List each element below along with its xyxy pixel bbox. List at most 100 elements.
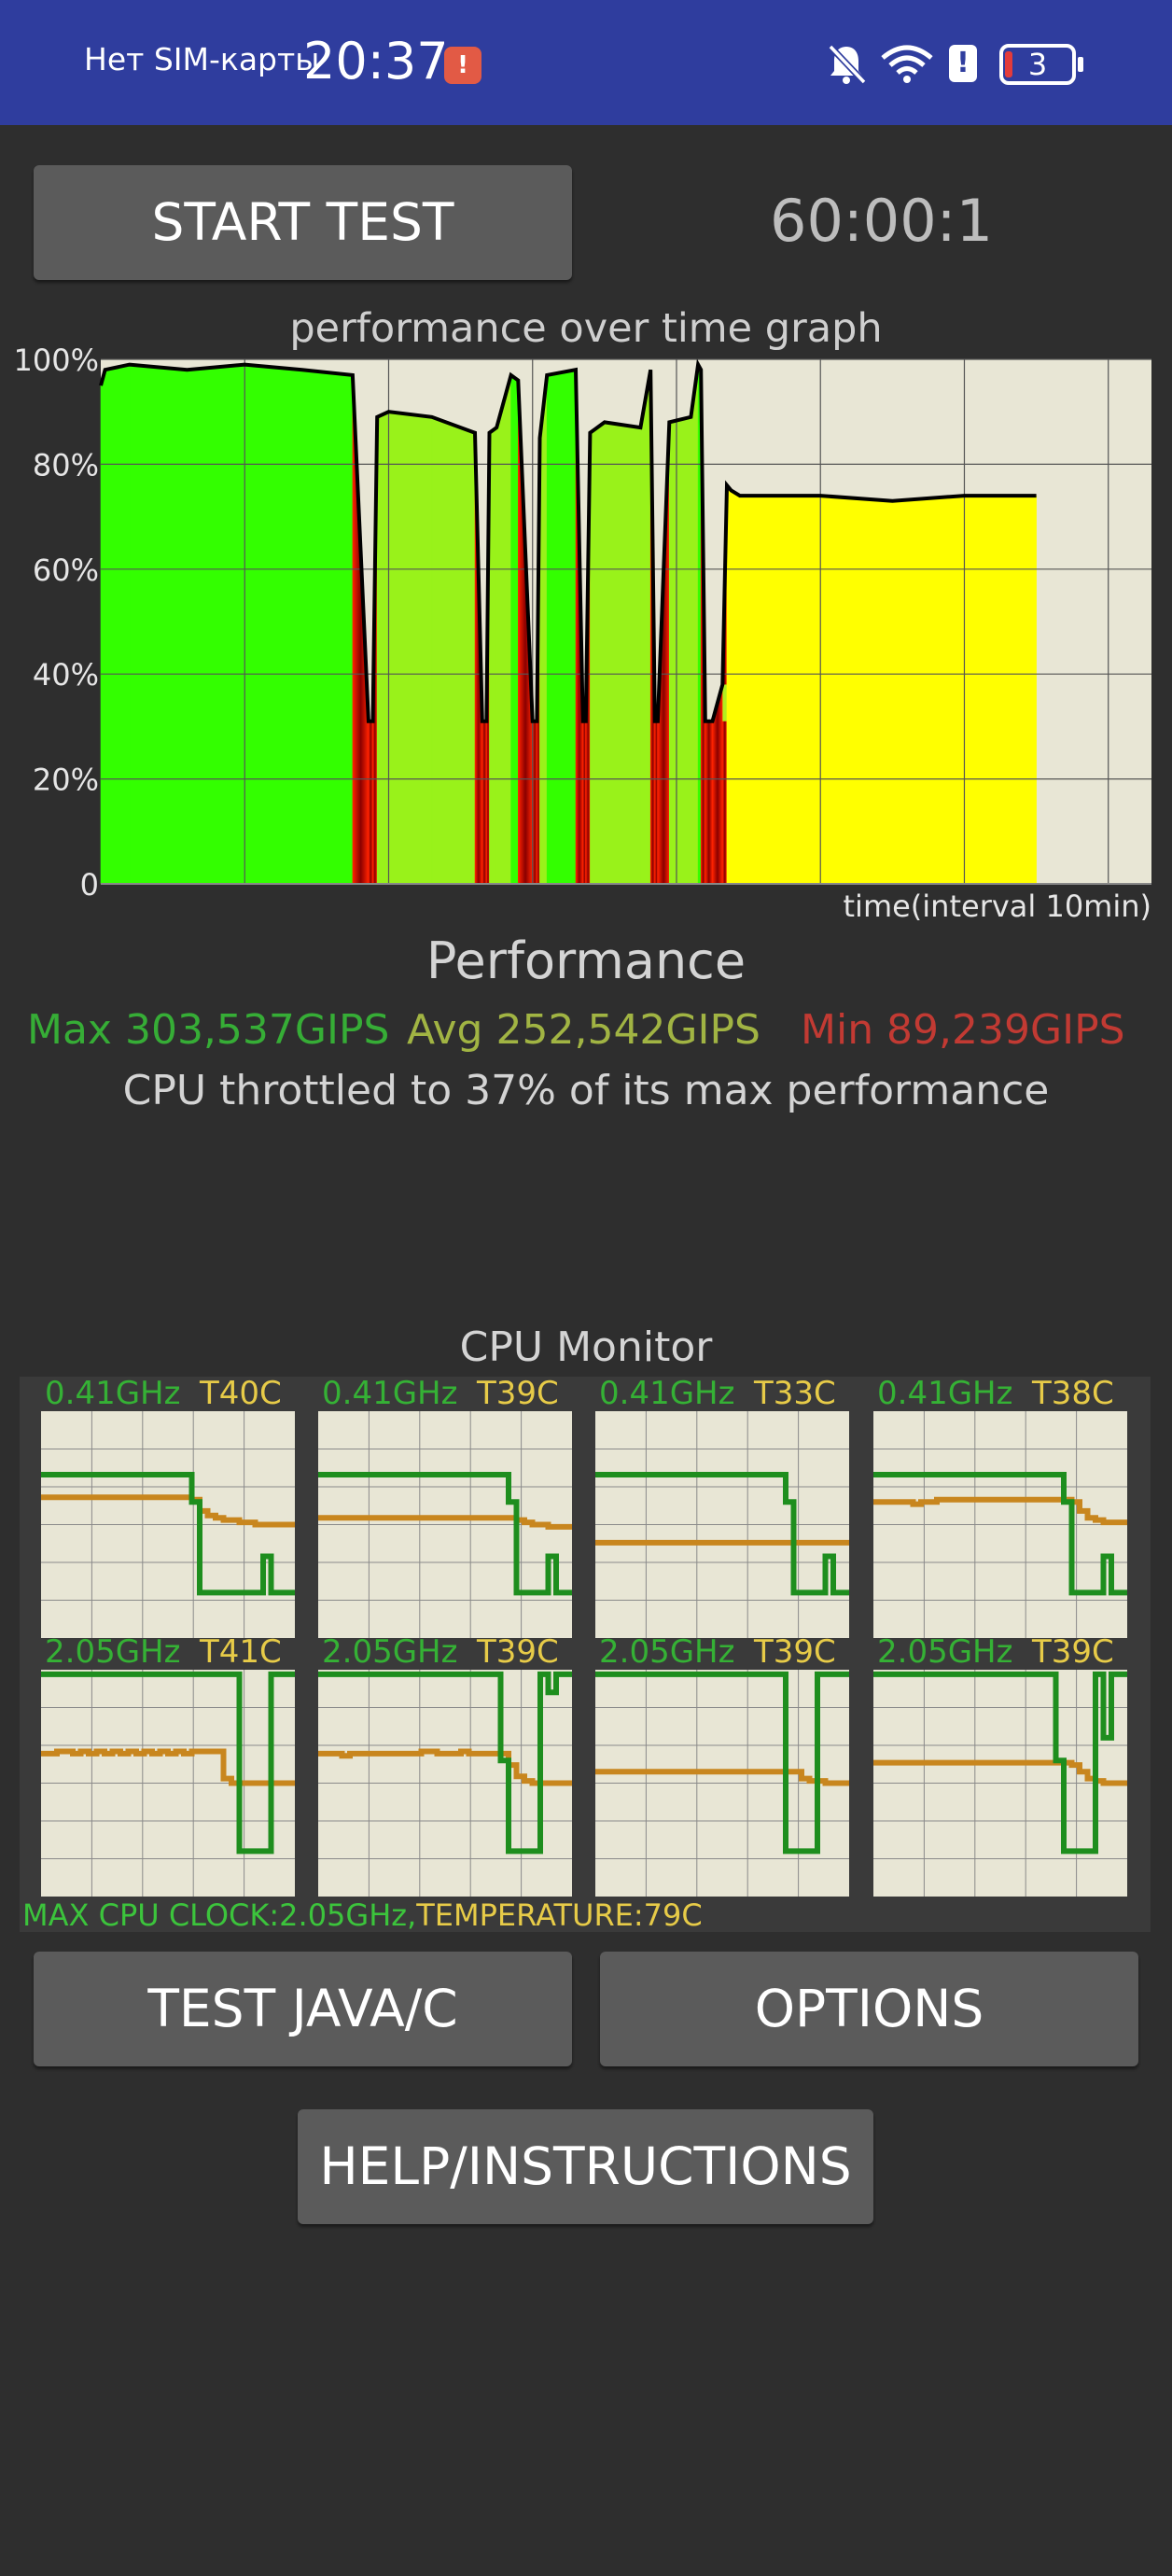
core-frequency: 2.05GHz [877, 1633, 1013, 1671]
status-bar: Нет SIM-карты 20:37 ! ! 3 [0, 0, 1172, 125]
graph-title: performance over time graph [289, 305, 883, 352]
y-tick-label: 100% [14, 345, 99, 378]
area-segment [604, 422, 641, 885]
options-button[interactable]: OPTIONS [600, 1952, 1138, 2066]
area-segment [546, 369, 577, 885]
core-frequency-line [873, 1671, 1127, 1855]
core-graph [41, 1670, 295, 1897]
area-segment [964, 495, 1023, 885]
area-segment [819, 495, 893, 885]
core-frequency-line [318, 1671, 572, 1855]
core-temperature-line [318, 1515, 572, 1530]
start-test-button[interactable]: START TEST [34, 165, 572, 280]
alert-icon: ! [949, 45, 977, 82]
core-graph [595, 1670, 849, 1897]
area-segment [668, 416, 691, 885]
core-frequency: 0.41GHz [322, 1375, 458, 1412]
clock: 20:37 [303, 32, 449, 91]
test-java-c-button[interactable]: TEST JAVA/C [34, 1952, 572, 2066]
area-segment [187, 364, 245, 885]
area-segment [590, 421, 606, 885]
core-frequency: 0.41GHz [877, 1375, 1013, 1412]
core-frequency-line [41, 1472, 295, 1596]
avg-performance: Avg 252,542GIPS [407, 1006, 760, 1054]
timer: 60:00:1 [770, 187, 994, 255]
core-frequency: 0.41GHz [45, 1375, 181, 1412]
core-frequency: 2.05GHz [45, 1633, 181, 1671]
core-temperature-line [41, 1748, 295, 1786]
max-temperature: TEMPERATURE:79C [416, 1897, 703, 1933]
area-segment [388, 411, 433, 885]
area-segment [705, 721, 713, 885]
area-segment [376, 411, 389, 885]
area-segment [368, 721, 373, 885]
y-tick-label: 60% [33, 553, 99, 588]
core-temperature: T33C [754, 1375, 836, 1412]
core-temperature-line [595, 1769, 849, 1786]
area-segment [739, 495, 763, 885]
y-tick-labels: 0 20% 40% 60% 80% 100% [14, 345, 99, 903]
core-graph [318, 1411, 572, 1638]
area-segment [244, 364, 303, 885]
x-axis-label: time(interval 10min) [844, 889, 1152, 924]
area-segment [495, 374, 511, 885]
cpu-monitor-title: CPU Monitor [459, 1323, 713, 1371]
core-temperature: T40C [200, 1375, 282, 1412]
mute-bell-icon [828, 44, 867, 85]
stress-band-top [722, 684, 727, 721]
max-cpu-clock: MAX CPU CLOCK:2.05GHz, [22, 1897, 417, 1933]
area-segment [654, 721, 659, 885]
performance-title: Performance [426, 931, 746, 990]
area-fills [100, 364, 1037, 885]
area-segment [431, 416, 476, 885]
core-temperature-line [873, 1496, 1127, 1526]
core-graph [873, 1670, 1127, 1897]
area-segment [762, 495, 821, 885]
area-segment [892, 495, 965, 885]
gridlines [101, 358, 1151, 885]
core-frequency-line [595, 1671, 849, 1855]
core-temperature: T38C [1032, 1375, 1114, 1412]
y-tick-label: 20% [33, 763, 99, 798]
area-segment [1021, 495, 1037, 885]
wifi-icon [881, 45, 933, 83]
core-frequency: 2.05GHz [599, 1633, 735, 1671]
core-frequency: 2.05GHz [322, 1633, 458, 1671]
core-temperature-line [318, 1748, 572, 1786]
alert-badge-icon: ! [444, 47, 481, 84]
core-frequency-line [41, 1671, 295, 1855]
y-tick-label: 0 [80, 867, 99, 903]
core-frequency-line [873, 1472, 1127, 1596]
throttle-text: CPU throttled to 37% of its max performa… [122, 1067, 1050, 1114]
core-frequency-line [318, 1472, 572, 1596]
core-graph [41, 1411, 295, 1638]
performance-graph: 0 20% 40% 60% 80% 100% time(interval 10min) [14, 345, 1152, 924]
help-instructions-button[interactable]: HELP/INSTRUCTIONS [298, 2109, 873, 2224]
area-segment [532, 721, 537, 885]
core-temperature: T39C [477, 1375, 559, 1412]
area-segment [726, 484, 732, 885]
max-cpu-info: MAX CPU CLOCK:2.05GHz,TEMPERATURE:79C [22, 1897, 703, 1933]
area-segment [582, 721, 587, 885]
series-line [99, 358, 1037, 723]
area-segment [691, 364, 699, 885]
y-tick-label: 40% [33, 657, 99, 693]
area-segment [640, 370, 651, 885]
area-segment [731, 489, 741, 885]
area-segment [510, 374, 519, 885]
area-segment [105, 364, 131, 885]
area-segment [100, 370, 105, 885]
min-performance: Min 89,239GIPS [801, 1006, 1125, 1054]
y-tick-label: 80% [33, 447, 99, 483]
carrier-label: Нет SIM-карты [84, 41, 320, 77]
core-temperature: T41C [200, 1633, 282, 1671]
core-graph [318, 1670, 572, 1897]
core-temperature: T39C [1032, 1633, 1114, 1671]
area-segment [301, 369, 354, 885]
core-frequency-line [595, 1472, 849, 1596]
max-performance: Max 303,537GIPS [27, 1006, 390, 1054]
area-segment [129, 364, 188, 885]
battery-level: 3 [1027, 47, 1048, 82]
core-graph [873, 1411, 1127, 1638]
battery-icon: 3 [999, 44, 1083, 85]
